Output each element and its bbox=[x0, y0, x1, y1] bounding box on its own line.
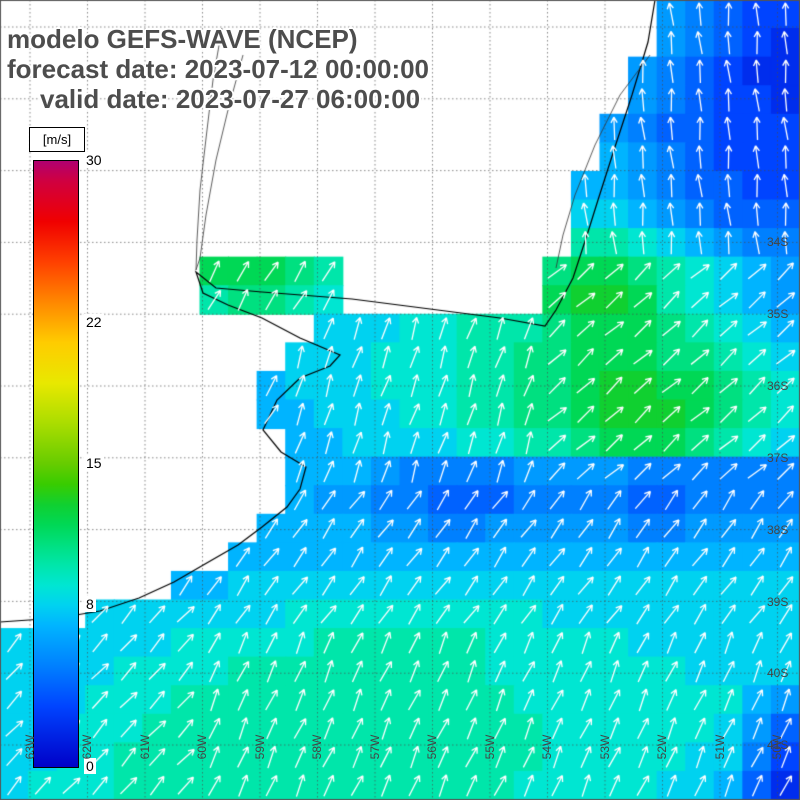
colorbar-units-label: [m/s] bbox=[29, 127, 85, 152]
title-valid-date: valid date: 2023-07-27 06:00:00 bbox=[40, 84, 421, 114]
lat-label: 36S bbox=[767, 379, 789, 393]
lon-label: 51W bbox=[713, 734, 727, 760]
lon-label: 59W bbox=[253, 734, 267, 760]
lon-label: 52W bbox=[655, 734, 669, 760]
title-model-name: modelo GEFS-WAVE (NCEP) bbox=[7, 24, 358, 54]
lon-label: 53W bbox=[598, 734, 612, 760]
lat-label: 40S bbox=[767, 666, 789, 680]
lat-label: 38S bbox=[767, 523, 789, 537]
lat-label: 37S bbox=[767, 451, 789, 465]
lon-label: 62W bbox=[80, 734, 94, 760]
lon-label: 57W bbox=[368, 734, 382, 760]
colorbar-tick: 8 bbox=[84, 596, 96, 613]
colorbar-tick: 22 bbox=[84, 313, 104, 330]
lon-label: 61W bbox=[138, 734, 152, 760]
colorbar-tick: 30 bbox=[84, 152, 104, 168]
lat-label: 35S bbox=[767, 307, 789, 321]
lon-label: 56W bbox=[425, 734, 439, 760]
lon-label: 58W bbox=[310, 734, 324, 760]
lat-label: 41S bbox=[767, 738, 789, 752]
lat-label: 34S bbox=[767, 235, 789, 249]
lat-label: 39S bbox=[767, 595, 789, 609]
title-forecast-date: forecast date: 2023-07-12 00:00:00 bbox=[7, 54, 430, 84]
lon-label: 54W bbox=[540, 734, 554, 760]
lon-label: 60W bbox=[195, 734, 209, 760]
lon-label: 55W bbox=[483, 734, 497, 760]
colorbar-gradient bbox=[33, 160, 79, 768]
colorbar-tick: 15 bbox=[84, 455, 104, 471]
colorbar-tick: 0 bbox=[84, 758, 96, 774]
lon-label: 63W bbox=[23, 734, 37, 760]
